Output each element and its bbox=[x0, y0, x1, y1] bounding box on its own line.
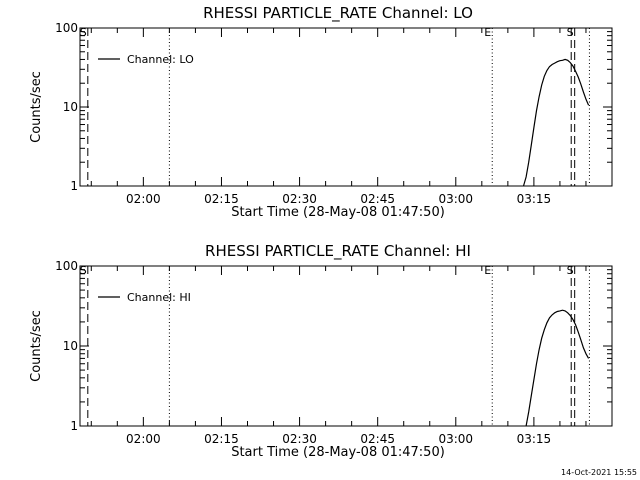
y-axis-label: Counts/sec bbox=[29, 71, 44, 143]
marker-label: E bbox=[484, 264, 491, 277]
y-tick-label: 1 bbox=[70, 419, 78, 433]
legend-label: Channel: HI bbox=[127, 291, 191, 304]
x-tick-label: 02:00 bbox=[126, 192, 161, 206]
marker-label: S bbox=[80, 26, 87, 39]
x-axis-label: Start Time (28-May-08 01:47:50) bbox=[231, 205, 445, 220]
x-tick-label: 02:30 bbox=[282, 192, 317, 206]
x-tick-label: 03:00 bbox=[438, 192, 473, 206]
y-axis-label: Counts/sec bbox=[29, 310, 44, 382]
legend-label: Channel: LO bbox=[127, 53, 194, 66]
panel-channel-lo: RHESSI PARTICLE_RATE Channel: LO 1 10 100 02… bbox=[29, 4, 613, 220]
x-tick-label: 03:15 bbox=[517, 432, 552, 446]
x-tick-label: 03:00 bbox=[438, 432, 473, 446]
y-tick-label: 100 bbox=[55, 259, 78, 273]
chart-title: RHESSI PARTICLE_RATE Channel: LO bbox=[203, 4, 473, 23]
timestamp-label: 14-Oct-2021 15:55 bbox=[561, 468, 637, 477]
plot-frame bbox=[79, 265, 613, 427]
marker-label: E bbox=[484, 26, 491, 39]
x-axis-label: Start Time (28-May-08 01:47:50) bbox=[231, 445, 445, 460]
x-tick-label: 02:30 bbox=[282, 432, 317, 446]
y-tick-label: 100 bbox=[55, 21, 78, 35]
y-tick-label: 10 bbox=[63, 339, 78, 353]
marker-label: S bbox=[80, 264, 87, 277]
marker-label: S bbox=[567, 264, 574, 277]
marker-label: S bbox=[567, 26, 574, 39]
y-tick-label: 10 bbox=[63, 100, 78, 114]
x-tick-label: 02:45 bbox=[360, 192, 395, 206]
series-line bbox=[525, 309, 590, 427]
panel-channel-hi: RHESSI PARTICLE_RATE Channel: HI 1 10 100 02… bbox=[29, 242, 613, 460]
x-tick-label: 02:00 bbox=[126, 432, 161, 446]
series-line bbox=[522, 58, 590, 187]
x-tick-label: 02:45 bbox=[360, 432, 395, 446]
y-tick-label: 1 bbox=[70, 179, 78, 193]
x-tick-label: 02:15 bbox=[204, 432, 239, 446]
plot-frame bbox=[79, 27, 613, 187]
x-tick-label: 03:15 bbox=[517, 192, 552, 206]
chart-title: RHESSI PARTICLE_RATE Channel: HI bbox=[205, 242, 471, 261]
x-tick-label: 02:15 bbox=[204, 192, 239, 206]
